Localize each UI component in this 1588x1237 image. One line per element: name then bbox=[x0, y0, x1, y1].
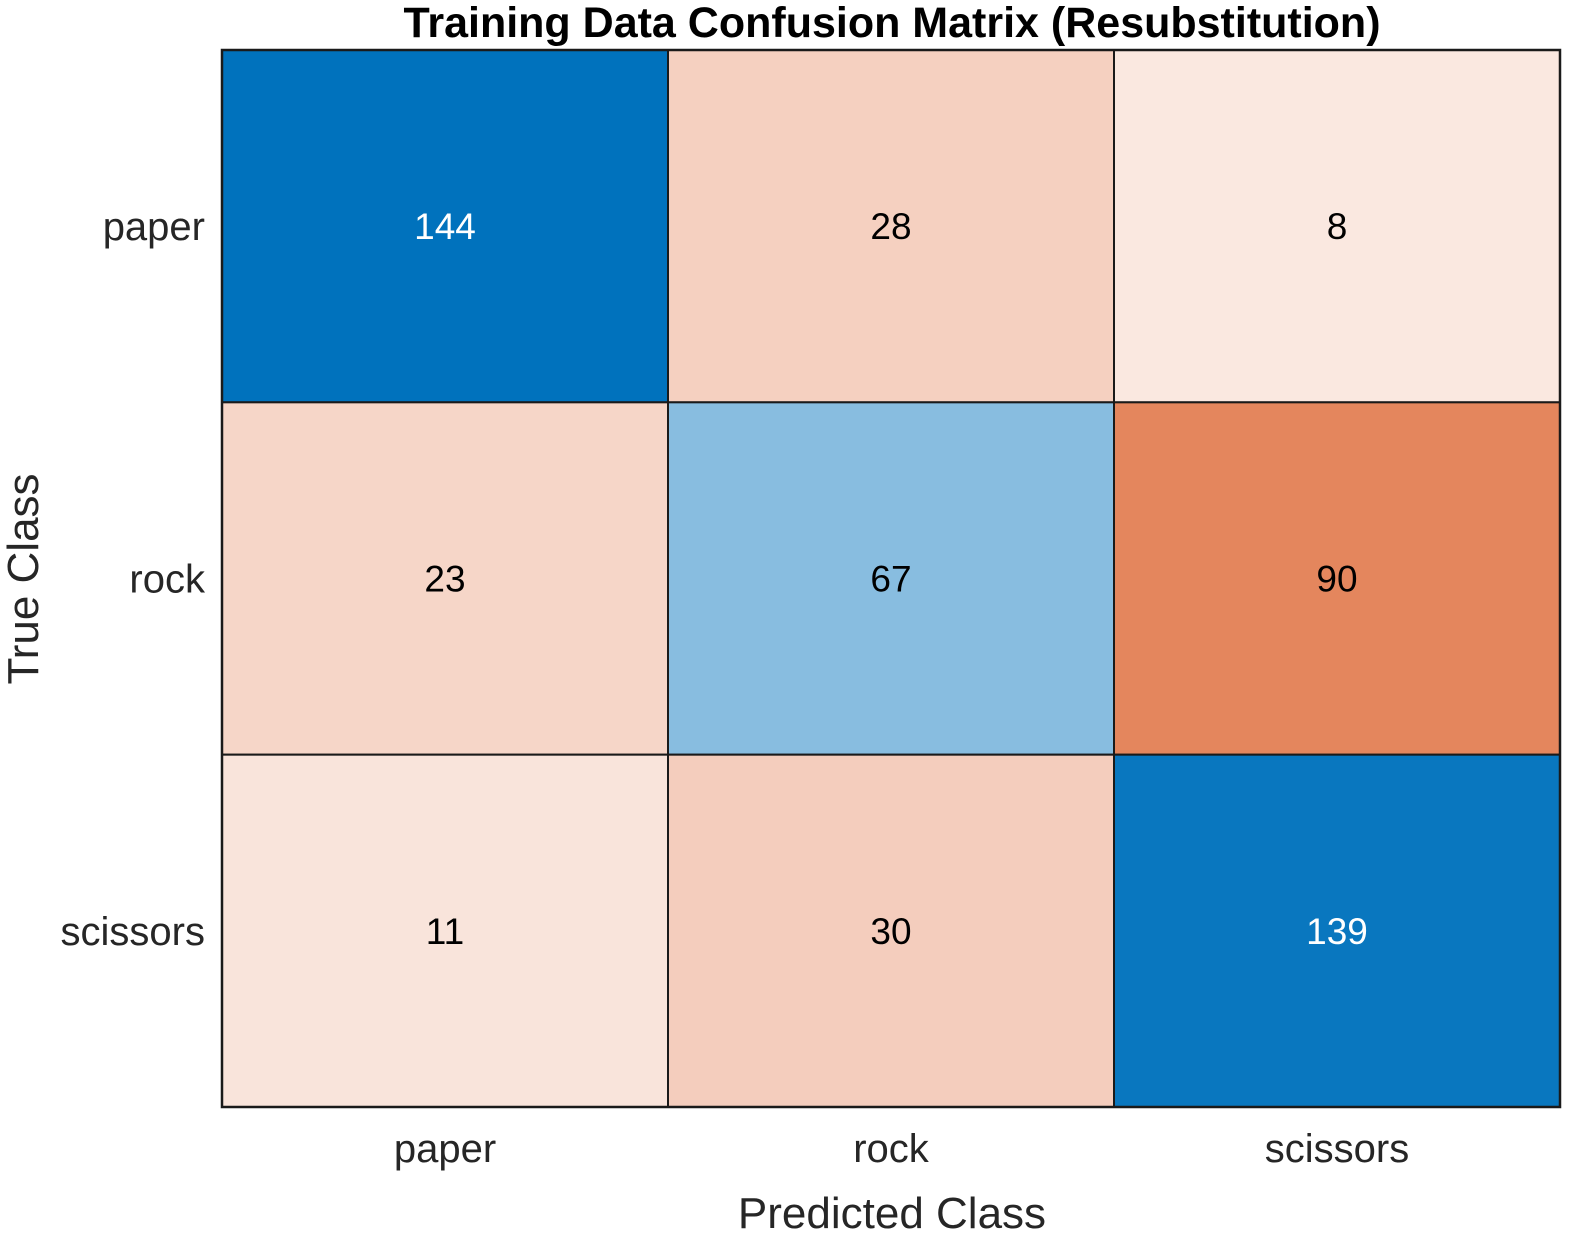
x-axis-label: Predicted Class bbox=[738, 1189, 1046, 1237]
y-tick-label-scissors: scissors bbox=[61, 910, 205, 954]
cell-value-rock-paper: 23 bbox=[424, 559, 465, 600]
cell-value-scissors-paper: 11 bbox=[426, 911, 464, 952]
cell-value-rock-rock: 67 bbox=[870, 559, 911, 600]
cell-scissors-paper bbox=[221, 753, 669, 1109]
cell-value-paper-rock: 28 bbox=[870, 206, 911, 247]
cell-value-rock-scissors: 90 bbox=[1316, 559, 1357, 600]
y-axis-label: True Class bbox=[0, 473, 48, 684]
cell-value-paper-scissors: 8 bbox=[1327, 206, 1348, 247]
x-tick-label-rock: rock bbox=[853, 1127, 930, 1171]
x-tick-label-paper: paper bbox=[394, 1127, 496, 1171]
chart-title: Training Data Confusion Matrix (Resubsti… bbox=[403, 0, 1380, 47]
matrix-cells bbox=[221, 49, 1561, 1109]
cell-value-paper-paper: 144 bbox=[414, 206, 476, 247]
cell-rock-paper bbox=[221, 401, 669, 756]
y-tick-label-paper: paper bbox=[103, 205, 205, 249]
cell-scissors-rock bbox=[667, 753, 1115, 1109]
cell-rock-rock bbox=[667, 401, 1115, 756]
x-tick-labels: paper rock scissors bbox=[394, 1127, 1409, 1171]
cell-value-scissors-scissors: 139 bbox=[1306, 911, 1368, 952]
x-tick-label-scissors: scissors bbox=[1265, 1127, 1409, 1171]
plot-frame bbox=[220, 48, 1562, 1109]
cell-value-scissors-rock: 30 bbox=[870, 911, 911, 952]
y-tick-labels: paper rock scissors bbox=[61, 205, 206, 954]
cell-rock-scissors bbox=[1113, 401, 1561, 756]
cell-paper-rock bbox=[667, 49, 1115, 404]
cell-paper-paper bbox=[221, 49, 669, 404]
cell-values: 144 28 8 23 67 90 11 30 139 bbox=[414, 206, 1368, 952]
y-tick-label-rock: rock bbox=[129, 558, 206, 602]
